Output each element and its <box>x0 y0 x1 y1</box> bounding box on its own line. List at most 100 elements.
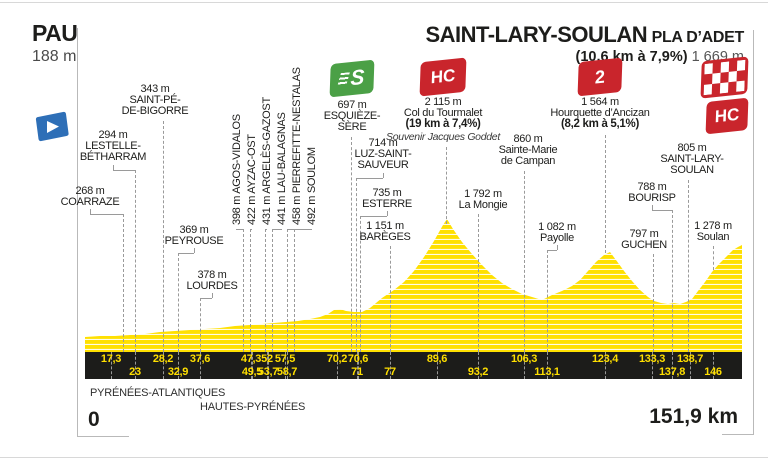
waypoint-text: 1 082 m <box>538 221 576 233</box>
waypoint-text: 369 m <box>179 224 209 236</box>
waypoint-text: COARRAZE <box>60 196 120 209</box>
waypoint-label-vertical: 492 m SOULOM <box>306 147 318 225</box>
waypoint-text: LESTELLE- <box>85 140 141 153</box>
waypoint-text: Soulan <box>696 231 730 244</box>
km-tick <box>390 352 391 379</box>
leader-dashed-line <box>250 229 251 352</box>
waypoint-text: 735 m <box>372 187 402 199</box>
hc-label: HC <box>430 65 456 88</box>
km-marker: 17,3 <box>100 353 122 365</box>
waypoint-text: de Campan <box>500 155 556 168</box>
waypoint-text: 714 m <box>368 137 398 149</box>
leader-dashed-line <box>524 170 525 352</box>
total-distance-label: 151,9 km <box>649 405 738 428</box>
leader-elbow <box>194 248 195 254</box>
leader-elbow <box>265 229 267 230</box>
start-header: PAU 188 m <box>32 20 78 142</box>
waypoint-text: SÈRE <box>337 121 367 134</box>
km-tick <box>547 352 548 379</box>
waypoint-label: 1 278 m Soulan <box>694 220 732 244</box>
km-tick <box>652 352 653 379</box>
leader-elbow <box>113 164 114 170</box>
km-tick <box>163 352 164 379</box>
km-marker: 70,6 <box>347 353 369 365</box>
waypoint-label: 860 m Sainte-Marie de Campan <box>499 133 558 168</box>
waypoint-text: 268 m <box>75 185 105 197</box>
leader-dashed-line <box>605 134 606 253</box>
finish-town-name: SAINT-LARY-SOULAN <box>425 22 648 47</box>
km-tick <box>358 352 359 379</box>
waypoint-text: GUCHEN <box>621 239 667 252</box>
km-marker: 77 <box>384 366 396 378</box>
waypoint-text: 860 m <box>513 133 543 145</box>
leader-dashed-line <box>672 210 673 352</box>
waypoint-text: BÉTHARRAM <box>79 151 147 164</box>
leader-elbow <box>90 209 91 215</box>
leader-elbow <box>547 250 557 252</box>
leader-elbow <box>383 172 384 178</box>
km-marker: 53,7 <box>257 366 279 378</box>
waypoint-text: DE-BIGORRE <box>121 105 189 118</box>
leader-dashed-line <box>356 177 357 352</box>
waypoint-label: 294 m LESTELLE- BÉTHARRAM <box>79 129 147 164</box>
waypoint-text: 294 m <box>98 129 128 141</box>
waypoint-text: La Mongie <box>458 199 508 212</box>
department-label-2: HAUTES-PYRÉNÉES <box>200 401 306 413</box>
leader-elbow <box>272 229 282 230</box>
leader-elbow <box>90 214 123 216</box>
waypoint-label-vertical: 458 m PIERREFITTE-NESTALAS <box>291 67 303 225</box>
waypoint-label: 697 m ESQUIÈZE- SÈRE <box>323 99 381 134</box>
waypoint-text: SAINT-LARY- <box>660 153 724 166</box>
waypoint-text: ESQUIÈZE- <box>323 110 381 123</box>
left-frame-line <box>77 28 78 436</box>
leader-elbow <box>287 229 297 230</box>
start-town-name: PAU <box>32 20 78 46</box>
waypoint-label-vertical: 398 m AGOS-VIDALOS <box>231 114 243 225</box>
finish-checkered-flag-icon <box>700 56 749 99</box>
km-marker: 58,7 <box>276 366 298 378</box>
leader-dashed-line <box>478 214 479 352</box>
waypoint-text: 1 151 m <box>366 220 404 232</box>
km-marker: 137,8 <box>658 366 686 378</box>
leader-dashed-line <box>287 229 288 352</box>
climb-badge-category-2: 2 <box>577 57 623 97</box>
waypoint-text: 2 115 m <box>424 96 462 108</box>
waypoint-label: 369 m PEYROUSE <box>165 224 224 247</box>
climb-badge-hc: HC <box>419 57 467 97</box>
km-marker: 52 <box>261 353 273 365</box>
km-marker: 32,9 <box>167 366 189 378</box>
leader-dashed-line <box>294 229 295 352</box>
waypoint-text: SOULAN <box>670 164 714 177</box>
waypoint-label: 735 m ESTERRE <box>362 187 412 210</box>
waypoint-text: 378 m <box>197 269 227 281</box>
waypoint-label: 1 564 m Hourquette d’Ancizan (8,2 km à 5,1… <box>550 96 650 131</box>
leader-dashed-line <box>243 229 244 352</box>
km-tick <box>252 352 253 379</box>
leader-dashed-line <box>653 254 654 352</box>
leader-elbow <box>360 216 387 218</box>
distance-bar: 17,3 28,2 37,6 47,3 52 57,5 70,2 70,6 89,6 106,3 1… <box>85 352 742 379</box>
climb-note: Souvenir Jacques Goddet <box>386 130 500 143</box>
sprint-letter: S <box>350 65 365 90</box>
leader-elbow <box>294 229 312 230</box>
waypoint-text: Hourquette d’Ancizan <box>550 107 650 120</box>
leader-elbow <box>356 177 383 179</box>
waypoint-label: 805 m SAINT-LARY- SOULAN <box>660 142 724 177</box>
climb-stats: (8,2 km à 5,1%) <box>561 118 639 131</box>
waypoint-text: SAINT-PÉ- <box>129 94 181 107</box>
waypoint-text: BARÈGES <box>359 231 411 244</box>
waypoint-text: LOURDES <box>186 280 238 293</box>
km-marker: 93,2 <box>467 366 489 378</box>
leader-elbow <box>652 205 653 211</box>
km-marker: 133,3 <box>638 353 666 365</box>
leader-dashed-line <box>547 250 548 352</box>
km-tick <box>690 352 691 379</box>
leader-elbow <box>387 211 388 217</box>
km-tick <box>605 352 606 379</box>
waypoint-label: 378 m LOURDES <box>186 269 238 293</box>
km-marker: 28,2 <box>152 353 174 365</box>
km-marker: 49,5 <box>241 366 263 378</box>
km-marker: 113,1 <box>534 366 560 378</box>
waypoint-text: 1 278 m <box>694 220 732 232</box>
waypoint-text: 1 564 m <box>581 96 619 108</box>
